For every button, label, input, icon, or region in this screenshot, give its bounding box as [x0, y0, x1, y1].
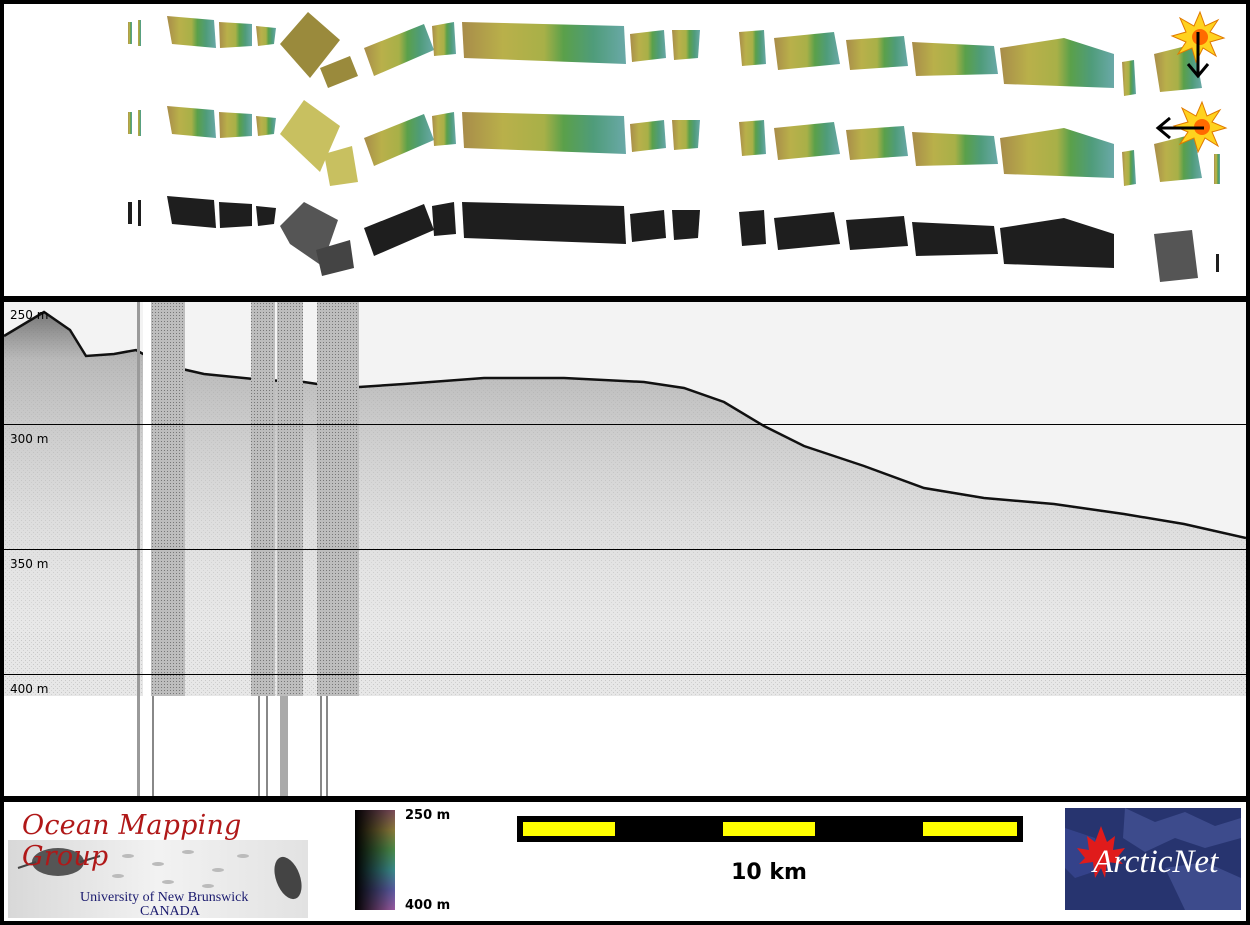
seabed-reflector: [4, 310, 1246, 540]
subbottom-profile-panel: 250 m 300 m 350 m 400 m: [4, 302, 1246, 796]
depth-colorbar: [355, 810, 395, 910]
swath-image-panel: [4, 4, 1246, 296]
arcticnet-logo-text: ArcticNet: [1093, 844, 1219, 880]
omg-logo-art: [8, 840, 308, 918]
scale-bar-segment: [723, 822, 815, 836]
depth-label-250: 250 m: [10, 308, 49, 322]
depth-gridline-350: [4, 549, 1246, 550]
colorbar-bottom-label: 400 m: [405, 898, 451, 913]
depth-label-400: 400 m: [10, 682, 49, 696]
water-column: [4, 302, 1246, 538]
arrow-down-icon: [1186, 32, 1210, 79]
arrow-left-icon: [1155, 116, 1204, 140]
depth-label-350: 350 m: [10, 557, 49, 571]
depth-gridline-300: [4, 424, 1246, 425]
colorbar-top-label: 250 m: [405, 808, 451, 823]
swath-strip-sun-north: [128, 12, 1202, 96]
swath-strip-backscatter: [128, 196, 1219, 282]
swath-strips: [128, 10, 1228, 282]
arcticnet-map-art: [1065, 808, 1241, 910]
omg-country: CANADA: [140, 904, 200, 919]
scale-bar-label: 10 km: [731, 860, 807, 885]
omg-title: Ocean Mapping Group: [22, 810, 242, 872]
scale-bar: [517, 816, 1023, 842]
scale-bar-segment: [523, 822, 615, 836]
maple-leaf-icon: [1077, 826, 1125, 878]
scale-bar-segment: [923, 822, 1017, 836]
sediment-layer: [4, 312, 1246, 632]
depth-gridline-400: [4, 674, 1246, 675]
subbottom-profile: [4, 302, 1246, 796]
arcticnet-logo: ArcticNet: [1065, 808, 1241, 910]
noise-bands: [137, 302, 359, 796]
omg-university: University of New Brunswick: [80, 890, 249, 905]
footer-panel: Ocean Mapping Group University of New Br…: [4, 802, 1246, 921]
omg-logo: Ocean Mapping Group University of New Br…: [8, 804, 308, 919]
swath-strip-sun-east: [128, 100, 1220, 186]
depth-label-300: 300 m: [10, 432, 49, 446]
